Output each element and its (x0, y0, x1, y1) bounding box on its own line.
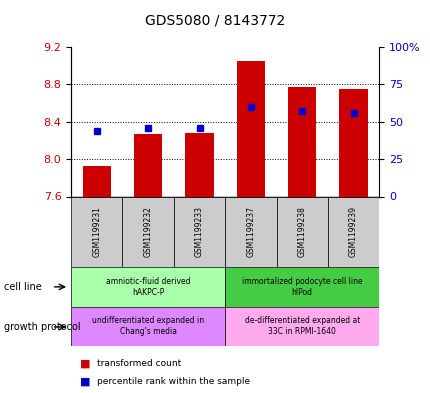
Text: ■: ■ (80, 358, 90, 369)
Bar (71, 267, 225, 307)
Bar (134, 134, 162, 196)
Bar (83, 166, 111, 196)
Bar (327, 196, 378, 267)
Bar (71, 196, 122, 267)
Text: GSM1199231: GSM1199231 (92, 206, 101, 257)
Bar (339, 89, 367, 196)
Text: percentile rank within the sample: percentile rank within the sample (97, 377, 249, 386)
Bar (224, 267, 378, 307)
Text: cell line: cell line (4, 282, 42, 292)
Bar (173, 196, 224, 267)
Bar (71, 307, 225, 346)
Text: GSM1199238: GSM1199238 (297, 206, 306, 257)
Text: GSM1199233: GSM1199233 (194, 206, 203, 257)
Text: immortalized podocyte cell line
hIPod: immortalized podocyte cell line hIPod (241, 277, 362, 297)
Text: ■: ■ (80, 376, 90, 386)
Text: GDS5080 / 8143772: GDS5080 / 8143772 (145, 14, 285, 28)
Text: GSM1199239: GSM1199239 (348, 206, 357, 257)
Text: growth protocol: growth protocol (4, 322, 81, 332)
Bar (122, 196, 173, 267)
Bar (224, 307, 378, 346)
Bar (276, 196, 327, 267)
Bar (185, 133, 213, 196)
Text: amniotic-fluid derived
hAKPC-P: amniotic-fluid derived hAKPC-P (106, 277, 190, 297)
Text: undifferentiated expanded in
Chang's media: undifferentiated expanded in Chang's med… (92, 316, 204, 336)
Text: de-differentiated expanded at
33C in RPMI-1640: de-differentiated expanded at 33C in RPM… (244, 316, 359, 336)
Bar (236, 61, 264, 196)
Bar (224, 196, 276, 267)
Text: GSM1199232: GSM1199232 (143, 206, 152, 257)
Text: GSM1199237: GSM1199237 (246, 206, 255, 257)
Text: transformed count: transformed count (97, 359, 181, 368)
Bar (287, 87, 316, 196)
